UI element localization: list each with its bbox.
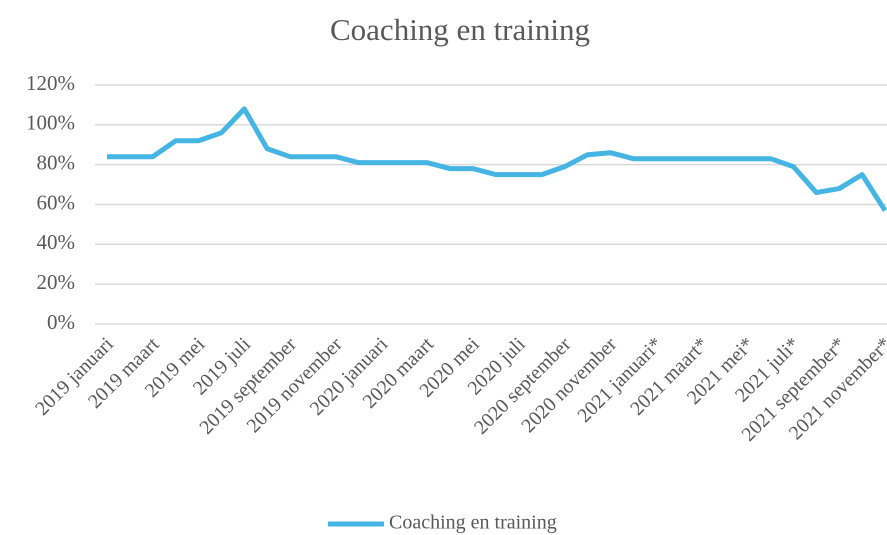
data-line xyxy=(107,106,887,212)
y-tick-label: 100% xyxy=(26,111,75,135)
legend-label: Coaching en training xyxy=(389,512,557,534)
y-tick-label: 40% xyxy=(37,230,76,254)
y-tick-label: 120% xyxy=(26,71,75,95)
y-tick-label: 0% xyxy=(47,310,75,334)
chart-title: Coaching en training xyxy=(330,12,590,47)
y-tick-label: 80% xyxy=(37,150,76,174)
y-tick-label: 60% xyxy=(37,190,76,214)
y-tick-label: 20% xyxy=(37,270,76,294)
